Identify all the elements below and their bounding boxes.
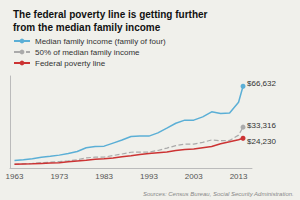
svg-text:1993: 1993 — [140, 172, 158, 181]
svg-text:2003: 2003 — [185, 172, 203, 181]
svg-text:Federal poverty line: Federal poverty line — [35, 59, 106, 68]
svg-text:The federal poverty line is ge: The federal poverty line is getting furt… — [13, 9, 208, 20]
svg-text:50% of median family income: 50% of median family income — [35, 48, 140, 57]
svg-text:Sources: Census Bureau, Social: Sources: Census Bureau, Social Security … — [143, 191, 294, 197]
svg-text:Median family income (family o: Median family income (family of four) — [35, 37, 166, 46]
svg-text:1963: 1963 — [6, 172, 24, 181]
svg-text:1983: 1983 — [95, 172, 113, 181]
svg-text:$33,316: $33,316 — [247, 121, 276, 130]
svg-text:from the median family income: from the median family income — [13, 22, 161, 33]
svg-text:$66,632: $66,632 — [247, 79, 276, 88]
svg-text:2013: 2013 — [230, 172, 248, 181]
svg-text:1973: 1973 — [50, 172, 68, 181]
svg-text:$24,230: $24,230 — [247, 137, 276, 146]
